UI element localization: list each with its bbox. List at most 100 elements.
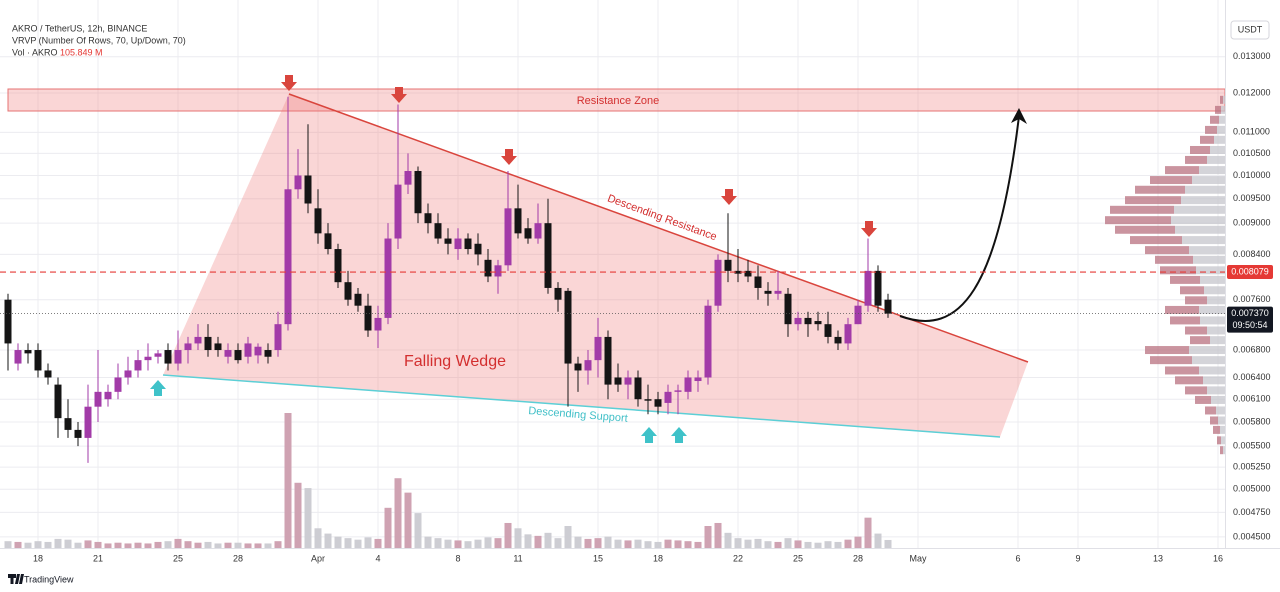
candle-body — [394, 184, 402, 239]
profile-up — [1150, 176, 1192, 185]
candle-body — [634, 377, 642, 400]
volume-bar — [284, 413, 292, 548]
x-tick-label: 25 — [173, 553, 183, 563]
volume-bar — [534, 535, 542, 548]
profile-down — [1216, 406, 1225, 415]
volume-bar — [854, 536, 862, 548]
volume-bar — [694, 541, 702, 548]
candle-body — [884, 299, 892, 314]
candle-body — [594, 336, 602, 361]
volume-bar — [544, 532, 552, 548]
candle-body — [434, 223, 442, 239]
profile-up — [1175, 376, 1203, 385]
candle-body — [184, 343, 192, 351]
indicator-info: VRVP (Number Of Rows, 70, Up/Down, 70) — [12, 35, 186, 45]
profile-down — [1207, 326, 1225, 335]
profile-down — [1211, 395, 1225, 404]
profile-up — [1105, 216, 1171, 225]
profile-up — [1205, 125, 1217, 134]
wedge-area — [163, 94, 1028, 437]
volume-bar — [124, 543, 132, 548]
volume-info: Vol · AKRO — [12, 47, 58, 57]
arrow — [281, 75, 297, 91]
profile-up — [1160, 266, 1196, 275]
candle-body — [374, 317, 382, 331]
profile-up — [1165, 166, 1199, 175]
profile-up — [1185, 326, 1207, 335]
price-lines: 0.008079 0.007370 09:50:54 — [0, 265, 1273, 333]
candle-body — [534, 223, 542, 239]
profile-down — [1223, 446, 1225, 455]
candle-body — [364, 305, 372, 331]
candle-body — [414, 170, 422, 214]
price-line-label: 0.008079 — [1231, 266, 1269, 276]
profile-up — [1185, 386, 1207, 395]
profile-up — [1217, 436, 1221, 445]
x-tick-label: 18 — [653, 553, 663, 563]
x-tick-label: 28 — [853, 553, 863, 563]
volume-bar — [264, 543, 272, 548]
volume-bar — [24, 542, 32, 548]
candle-body — [704, 305, 712, 378]
volume-bar — [204, 541, 212, 548]
candle-body — [754, 276, 762, 288]
y-tick-label: 0.005800 — [1233, 416, 1271, 426]
profile-up — [1200, 135, 1214, 144]
profile-down — [1207, 296, 1225, 305]
y-tick-label: 0.006400 — [1233, 372, 1271, 382]
profile-down — [1214, 135, 1225, 144]
volume-bar — [484, 537, 492, 548]
volume-bar — [214, 543, 222, 548]
volume-bar — [714, 522, 722, 548]
volume-bar — [414, 513, 422, 548]
candle-body — [604, 336, 612, 385]
candle-body — [684, 377, 692, 392]
candle-body — [614, 377, 622, 385]
profile-down — [1204, 286, 1225, 295]
profile-up — [1195, 395, 1211, 404]
volume-bar — [394, 478, 402, 548]
candles — [4, 96, 892, 463]
profile-down — [1210, 336, 1225, 345]
volume-bar — [244, 543, 252, 548]
candle-body — [724, 259, 732, 271]
volume-value: 105.849 M — [60, 47, 103, 57]
x-tick-label: 9 — [1075, 553, 1080, 563]
volume-bar — [434, 538, 442, 548]
y-tick-label: 0.008400 — [1233, 249, 1271, 259]
x-tick-label: 6 — [1015, 553, 1020, 563]
y-tick-label: 0.006800 — [1233, 344, 1271, 354]
candle-body — [644, 399, 652, 401]
currency-box[interactable] — [1230, 20, 1270, 40]
x-tick-label: 25 — [793, 553, 803, 563]
candle-body — [354, 293, 362, 306]
arrow — [721, 189, 737, 205]
volume-bar — [524, 534, 532, 548]
volume-bar — [724, 532, 732, 548]
volume-bar — [4, 541, 12, 548]
profile-down — [1199, 166, 1225, 175]
profile-down — [1221, 105, 1225, 114]
volume-bar — [804, 541, 812, 548]
volume-bar — [664, 539, 672, 548]
brand: TradingView — [24, 574, 74, 584]
candle-body — [734, 270, 742, 274]
profile-up — [1165, 305, 1199, 314]
volume-bar — [164, 541, 172, 548]
x-tick-label: 28 — [233, 553, 243, 563]
profile-down — [1207, 386, 1225, 395]
arrow — [501, 149, 517, 165]
arrow-head — [1011, 108, 1027, 124]
x-tick-label: Apr — [311, 553, 325, 563]
volume-bar — [294, 482, 302, 548]
volume-profile — [1105, 95, 1225, 455]
last-price-tag — [1227, 306, 1273, 333]
logo — [8, 574, 24, 584]
candle-body — [304, 175, 312, 204]
y-tick-label: 0.011000 — [1233, 127, 1270, 137]
annotation: Falling Wedge — [404, 353, 506, 370]
profile-down — [1200, 275, 1225, 284]
volume-bar — [674, 540, 682, 548]
volume-bar — [54, 538, 62, 548]
candle-body — [264, 350, 272, 357]
